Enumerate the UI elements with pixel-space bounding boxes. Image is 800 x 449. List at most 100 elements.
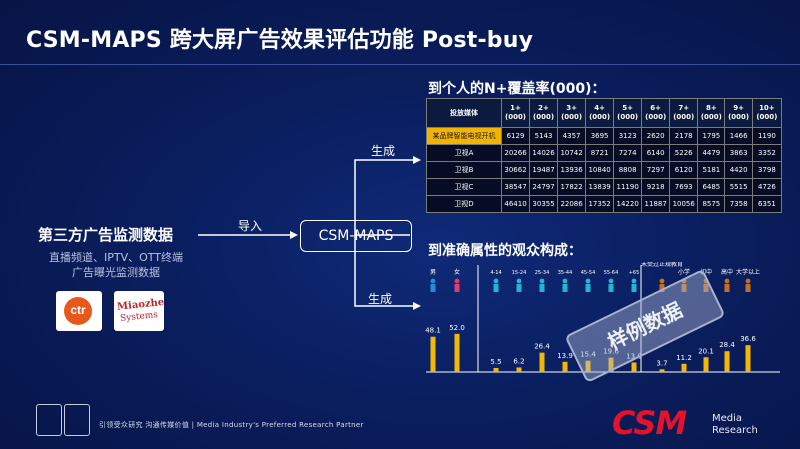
reach-value-cell: 17822 [557,178,587,196]
reach-row: 某品牌智能电视开机 6129 5143 4357 3695 3123 2620 2178 179… [426,127,783,145]
audience-title: 到准确属性的观众构成： [428,243,582,259]
audience-chart-svg: 男 48.1 女 52.0 4-14 5.5 15-24 6.2 25-34 26.4 35-44 1… [425,260,760,372]
reach-value-cell: 1466 [724,127,753,145]
person-icon-body [562,284,568,292]
reach-header-col: 2+ (000) [529,98,559,128]
category-label: 25-34 [535,270,550,276]
category-label: 4-14 [490,270,501,276]
reach-value-cell: 17352 [585,195,615,213]
reach-media-cell: 卫视D [426,195,502,213]
reach-value-cell: 3352 [751,144,783,162]
reach-value-cell: 30355 [529,195,559,213]
bar [430,336,436,372]
person-icon [724,278,730,284]
reach-value-cell: 7358 [724,195,753,213]
reach-value-cell: 7297 [641,161,671,179]
person-icon [631,278,637,284]
reach-value-cell: 9218 [641,178,671,196]
reach-value-cell: 14026 [529,144,559,162]
bar [585,360,591,372]
person-icon-body [724,284,730,292]
ctr-logo-text: ctr [70,303,86,317]
person-icon [539,278,545,284]
reach-header-col: 1+ (000) [500,98,531,128]
source-sub-line1: 直播频道、IPTV、OTT终端 [48,251,184,264]
reach-value-cell: 4357 [557,127,587,145]
reach-value-cell: 6120 [669,161,699,179]
person-icon-body [493,284,499,292]
reach-table: 投放媒体 1+ (000) 2+ (000) 3+ (000) 4+ (000) 5+ (… [426,98,783,213]
csm-maps-box: CSM-MAPS [300,220,412,252]
person-icon [703,278,709,284]
bar [454,333,460,372]
reach-media-cell: 卫视A [426,144,502,162]
category-label: 小学 [678,268,690,276]
bar [493,367,499,372]
ctr-logo: ctr [56,291,102,331]
audience-chart: 男 48.1 女 52.0 4-14 5.5 15-24 6.2 25-34 26.4 35-44 1… [424,260,784,380]
person-icon-body [516,284,522,292]
reach-header-col: 10+ (000) [751,98,783,128]
source-title: 第三方广告监测数据 [38,226,174,244]
category-label: 男 [430,269,436,276]
category-label: 未受过正规教育 [641,262,683,268]
csm-logo-sub1: Media [712,413,743,424]
reach-header-col: 7+ (000) [669,98,699,128]
category-label: +65 [629,270,640,276]
reach-value-cell: 8721 [585,144,615,162]
reach-value-cell: 3798 [751,161,783,179]
reach-value-cell: 3123 [613,127,643,145]
page-title: CSM-MAPS 跨大屏广告效果评估功能 Post-buy [26,28,534,53]
reach-value-cell: 5143 [529,127,559,145]
reach-value-cell: 10742 [557,144,587,162]
reach-header-col: 5+ (000) [613,98,643,128]
category-label: 高中 [721,268,733,276]
person-icon [745,278,751,284]
reach-value-cell: 3863 [724,144,753,162]
person-icon-body [659,284,665,292]
person-icon-body [631,284,637,292]
data-label: 6.2 [513,357,524,365]
reach-media-cell: 卫视B [426,161,502,179]
bar [562,361,568,372]
data-label: 48.1 [425,327,441,335]
person-icon-body [539,284,545,292]
reach-value-cell: 5226 [669,144,699,162]
data-label: 52.0 [449,324,465,332]
reach-header-col: 8+ (000) [697,98,726,128]
footer-slogan: 引领受众研究 沟通传媒价值 | Media Industry's Preferr… [99,421,364,429]
data-label: 36.6 [740,335,756,343]
reach-header-col: 4+ (000) [585,98,615,128]
reach-value-cell: 22086 [557,195,587,213]
title-divider [0,64,800,65]
reach-value-cell: 1795 [697,127,726,145]
person-icon-body [681,284,687,292]
category-label: 女 [454,268,460,276]
category-label: 45-54 [581,270,596,276]
person-icon [562,278,568,284]
source-sub-line2: 广告曝光监测数据 [72,266,160,279]
generate-label-top: 生成 [371,144,396,158]
reach-value-cell: 5515 [724,178,753,196]
person-icon [493,278,499,284]
reach-value-cell: 8575 [697,195,726,213]
reach-value-cell: 11887 [641,195,671,213]
person-icon-body [585,284,591,292]
category-label: 初中 [700,268,712,276]
reach-value-cell: 7274 [613,144,643,162]
reach-header-col: 6+ (000) [641,98,671,128]
person-icon-body [454,284,460,292]
reach-value-cell: 46410 [500,195,531,213]
reach-header-col: 9+ (000) [724,98,753,128]
reach-value-cell: 6351 [751,195,783,213]
reach-value-cell: 19487 [529,161,559,179]
bar [745,345,751,372]
data-label: 26.4 [534,343,550,351]
data-label: 5.5 [490,358,501,366]
reach-value-cell: 2178 [669,127,699,145]
reach-header-media: 投放媒体 [426,98,502,128]
reach-value-cell: 30662 [500,161,531,179]
reach-media-cell: 某品牌智能电视开机 [426,127,502,145]
reach-value-cell: 11190 [613,178,643,196]
reach-value-cell: 6129 [500,127,531,145]
